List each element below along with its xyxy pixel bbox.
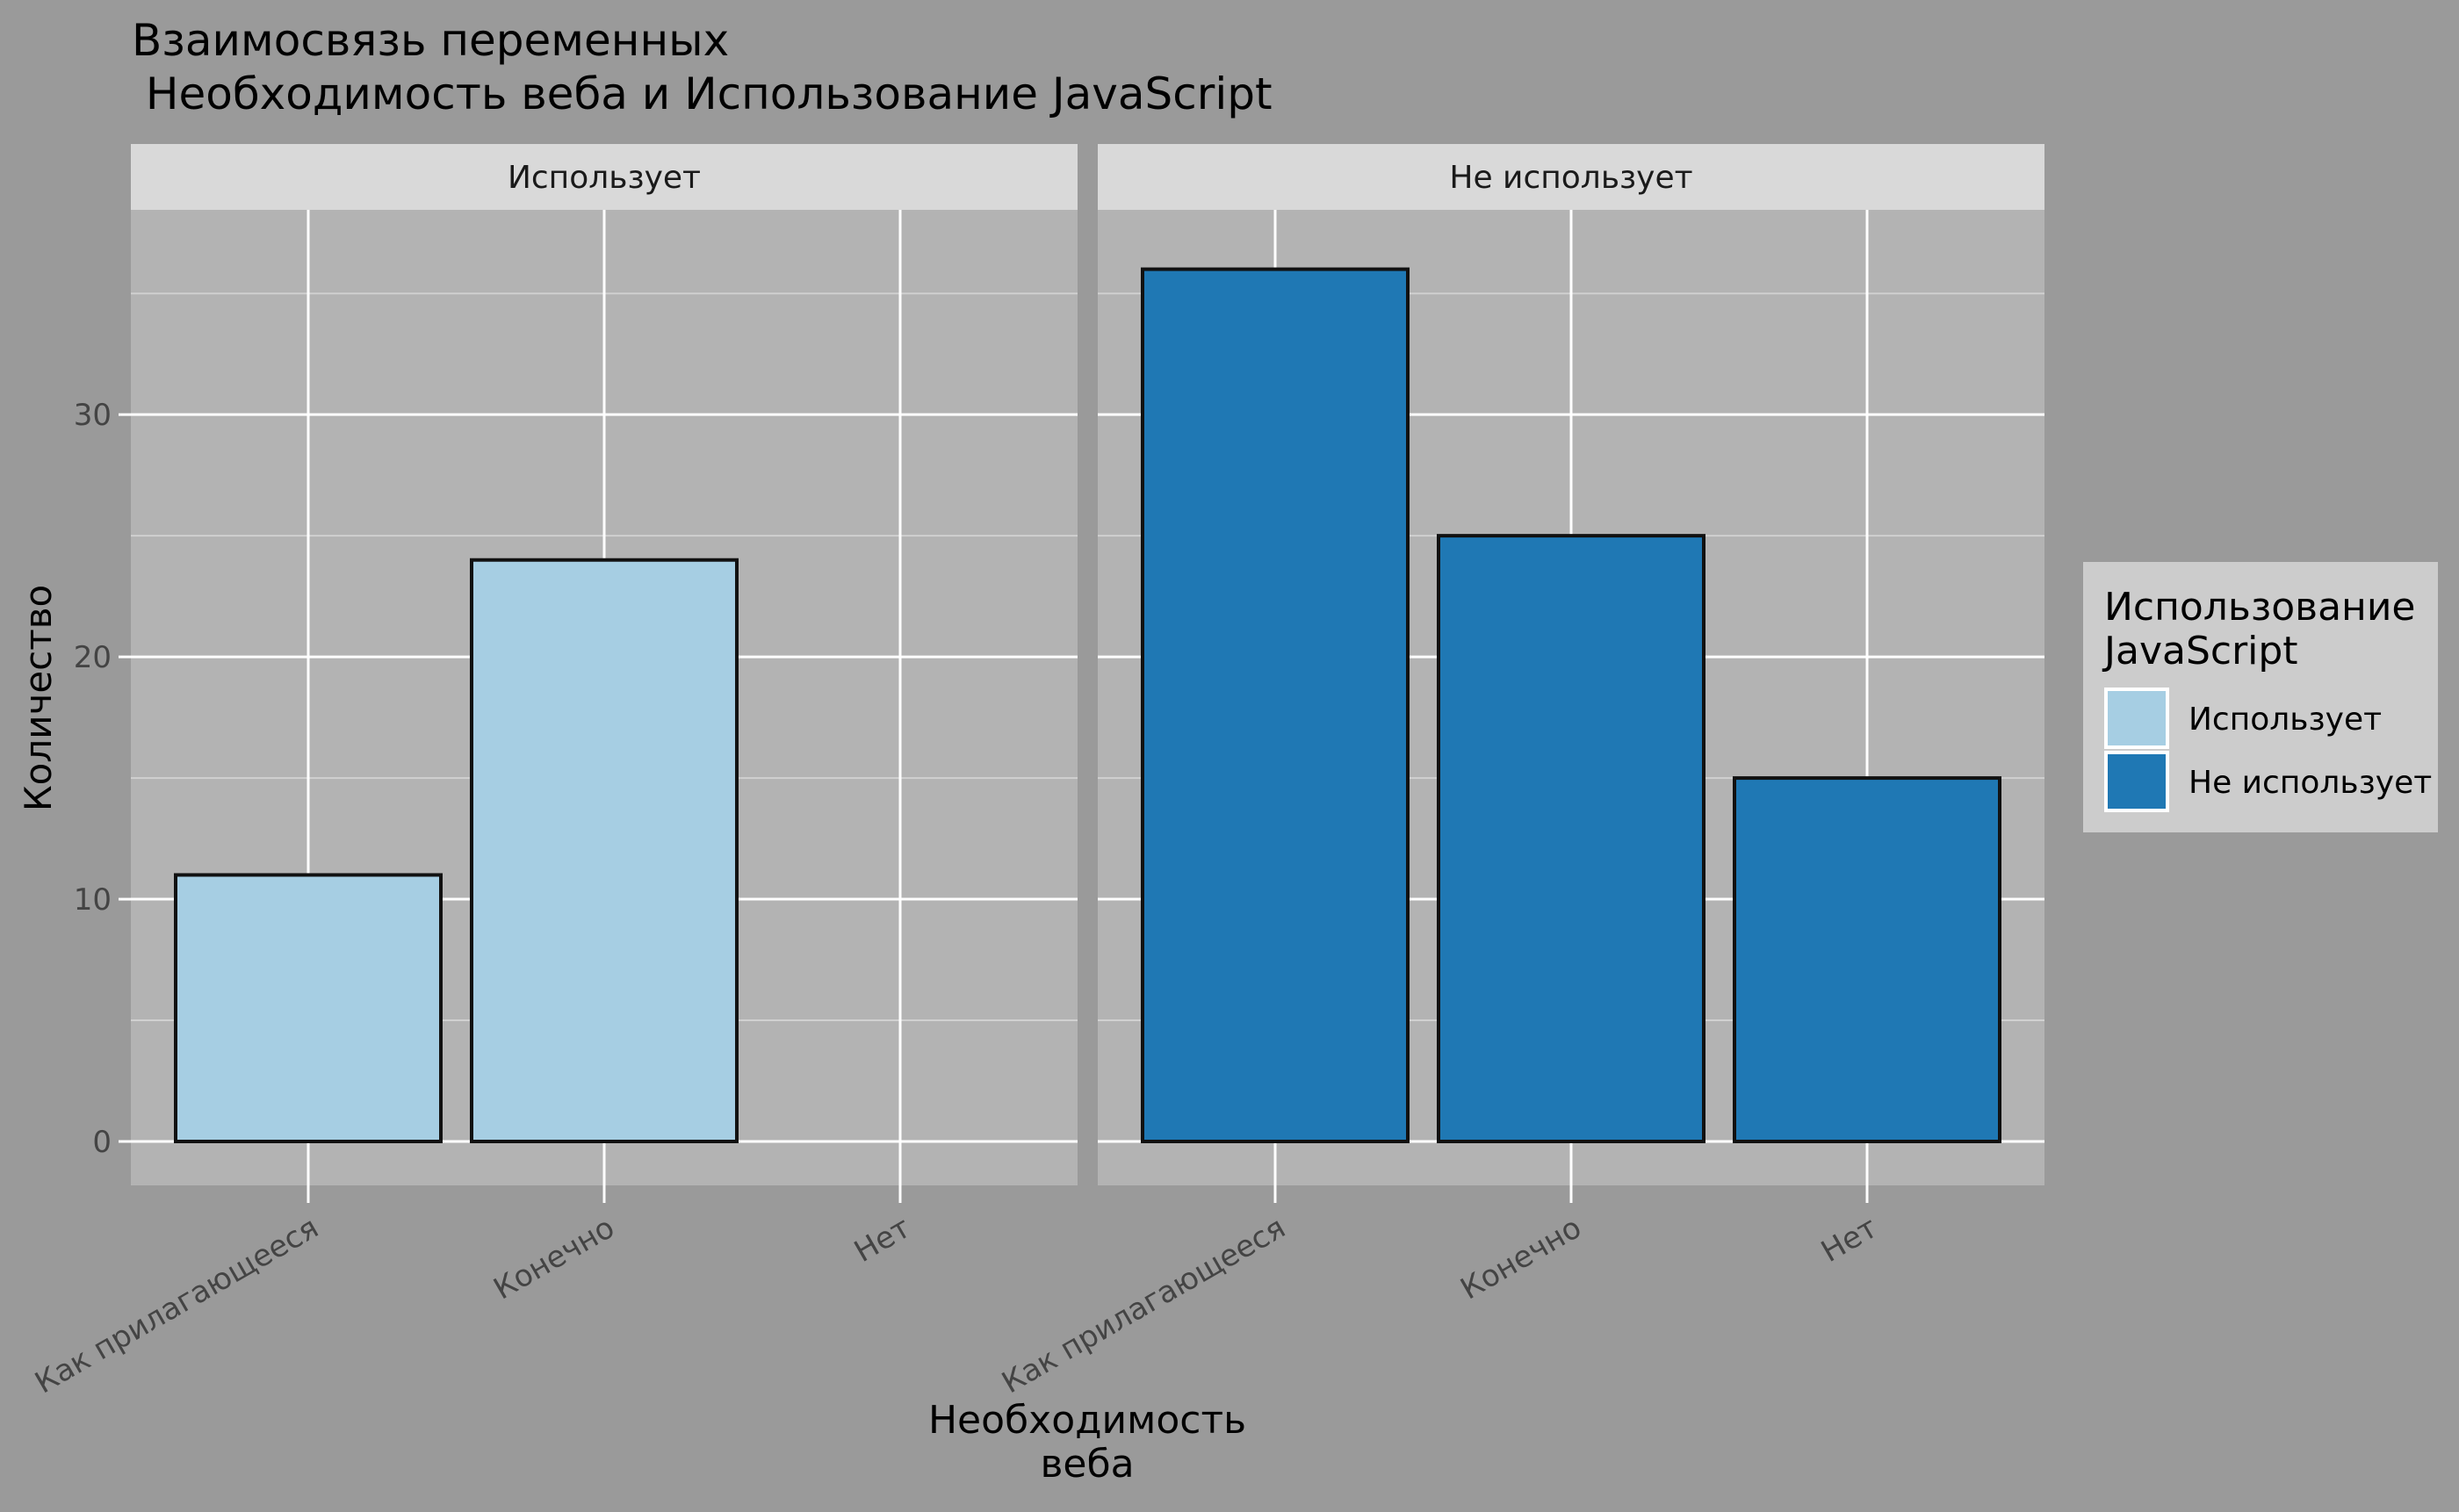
panel-strip-label: Использует	[508, 160, 701, 196]
panel-strip	[1098, 144, 2044, 210]
y-tick-label: 10	[74, 882, 112, 918]
panel-strip	[131, 144, 1078, 210]
legend-swatch-1	[2104, 688, 2169, 749]
chart-title: Взаимосвязь переменных	[132, 15, 729, 66]
bar-2-1	[1141, 267, 1410, 1143]
y-tick-label: 20	[74, 640, 112, 675]
legend-swatch-2	[2104, 751, 2169, 812]
legend-label-1: Использует	[2189, 702, 2382, 738]
legend-title-line2: JavaScript	[2102, 629, 2298, 673]
y-tick-label: 0	[92, 1125, 112, 1160]
y-axis-label: Количество	[17, 585, 60, 811]
panel-strip-label: Не использует	[1449, 160, 1692, 196]
chart-subtitle: Необходимость веба и Использование JavaS…	[132, 68, 1273, 119]
legend-title: Использование	[2104, 585, 2416, 630]
legend: Использование JavaScript Использует Не ис…	[2083, 562, 2438, 832]
y-axis: 0 10 20 30	[74, 398, 131, 1160]
bar-1-2	[470, 558, 739, 1143]
y-tick-label: 30	[74, 398, 112, 433]
x-axis-label-line2: веба	[1040, 1442, 1134, 1487]
legend-items: Использует Не использует	[2104, 688, 2432, 812]
bar-2-3	[1733, 776, 2001, 1143]
bar-1-1	[174, 873, 443, 1143]
legend-label-2: Не использует	[2189, 765, 2432, 801]
x-axis-label: Необходимость	[928, 1398, 1246, 1443]
bar-2-2	[1437, 534, 1705, 1143]
